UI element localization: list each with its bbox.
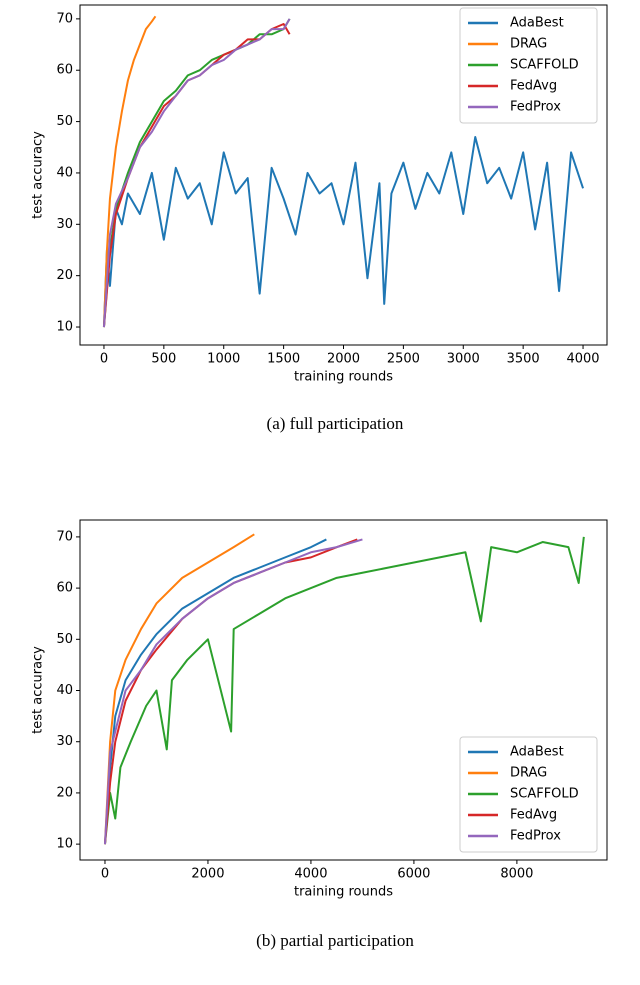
x-tick-label: 6000: [397, 867, 430, 882]
legend: AdaBest DRAG SCAFFOLD FedAvg FedProx: [459, 736, 598, 853]
y-tick-label: 60: [56, 581, 73, 596]
y-tick-label: 60: [56, 63, 73, 78]
series-line: [103, 538, 363, 845]
x-tick-label: 8000: [500, 867, 533, 882]
y-tick-label: 70: [56, 11, 73, 26]
y-tick-label: 50: [56, 114, 73, 129]
legend-box: [459, 7, 598, 124]
y-tick-label: 10: [56, 320, 73, 335]
x-tick-label: 2500: [387, 352, 420, 367]
series-line: [103, 536, 585, 845]
y-tick-label: 20: [56, 268, 73, 283]
y-tick-label: 40: [56, 683, 73, 698]
legend-box: [459, 736, 598, 853]
legend-label: DRAG: [510, 37, 547, 52]
y-tick-label: 30: [56, 217, 73, 232]
plot-area: [102, 15, 584, 328]
series-line: [102, 15, 157, 328]
x-tick-label: 2000: [327, 352, 360, 367]
axes-frame: [79, 519, 608, 861]
series-line: [102, 18, 291, 328]
x-axis-label: training rounds: [294, 885, 393, 900]
x-tick-label: 1000: [207, 352, 240, 367]
x-tick-label: 2000: [191, 867, 224, 882]
chart: 0 500 1000 1500 2000 2500 3000 3500 4000 10 20 30 40…: [31, 4, 608, 433]
legend-label: AdaBest: [510, 745, 564, 760]
axes-frame: [79, 4, 608, 346]
caption: (b) partial participation: [256, 931, 414, 950]
caption: (a) full participation: [267, 414, 404, 433]
y-tick-label: 40: [56, 165, 73, 180]
legend-label: FedAvg: [510, 808, 557, 823]
x-tick-label: 4000: [566, 352, 599, 367]
legend-label: SCAFFOLD: [510, 787, 579, 802]
y-axis-label: test accuracy: [31, 131, 46, 219]
plot-area: [103, 533, 585, 845]
legend-label: FedProx: [510, 829, 561, 844]
y-tick-label: 50: [56, 632, 73, 647]
legend-label: SCAFFOLD: [510, 58, 579, 73]
x-tick-label: 3500: [507, 352, 540, 367]
series-line: [103, 538, 327, 845]
series-line: [102, 18, 291, 328]
x-tick-label: 0: [101, 867, 109, 882]
legend: AdaBest DRAG SCAFFOLD FedAvg FedProx: [459, 7, 598, 124]
y-axis-label: test accuracy: [31, 646, 46, 734]
y-tick-label: 70: [56, 529, 73, 544]
x-axis-label: training rounds: [294, 370, 393, 385]
legend-label: DRAG: [510, 766, 547, 781]
y-tick-label: 20: [56, 785, 73, 800]
x-tick-label: 0: [100, 352, 108, 367]
legend-label: FedAvg: [510, 79, 557, 94]
x-tick-label: 1500: [267, 352, 300, 367]
chart: 0 2000 4000 6000 8000 10 20 30 40 50 60 70 training …: [31, 519, 608, 950]
x-tick-label: 3000: [447, 352, 480, 367]
legend-label: AdaBest: [510, 16, 564, 31]
series-line: [103, 533, 255, 845]
x-tick-label: 500: [151, 352, 176, 367]
series-line: [102, 135, 584, 328]
x-tick-label: 4000: [294, 867, 327, 882]
y-tick-label: 30: [56, 734, 73, 749]
legend-label: FedProx: [510, 100, 561, 115]
y-tick-label: 10: [56, 837, 73, 852]
